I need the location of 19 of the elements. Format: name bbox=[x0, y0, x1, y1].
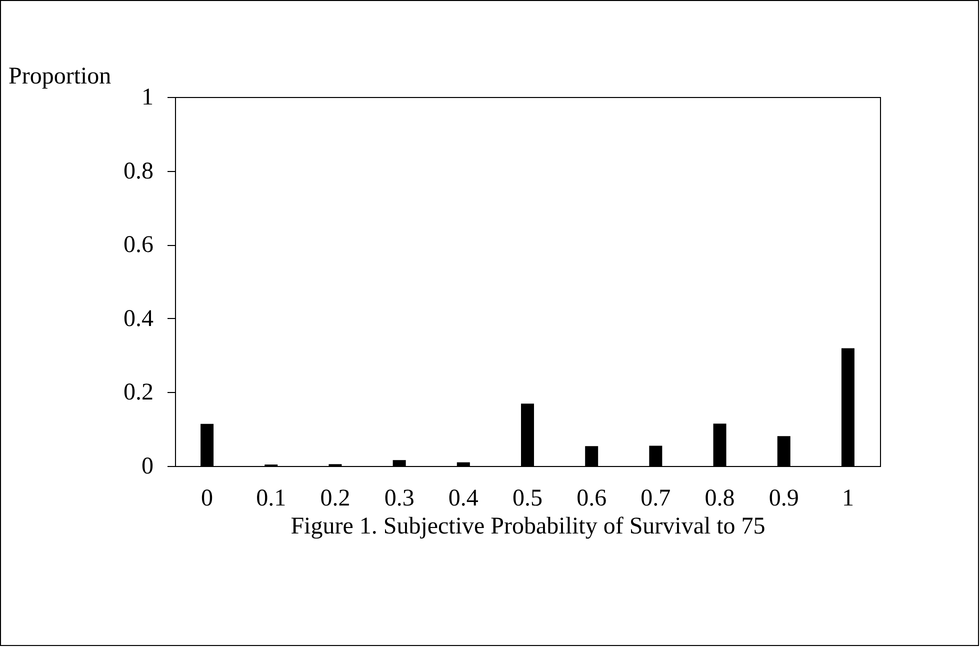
x-tick-label: 0.7 bbox=[640, 486, 671, 512]
x-tick-label: 1 bbox=[842, 486, 854, 512]
y-tick-label: 0.8 bbox=[124, 158, 154, 184]
y-axis-title: Proportion bbox=[8, 64, 112, 90]
x-tick-label: 0.5 bbox=[512, 486, 542, 512]
y-tick-label: 1 bbox=[142, 84, 154, 110]
y-tick-label: 0.4 bbox=[124, 306, 154, 332]
x-tick-label: 0.2 bbox=[320, 486, 350, 512]
x-axis-title: Figure 1. Subjective Probability of Survival to 75 bbox=[290, 514, 766, 540]
x-tick-label: 0.9 bbox=[768, 486, 799, 512]
x-tick-label: 0.3 bbox=[384, 486, 414, 512]
y-tick-label: 0 bbox=[142, 454, 154, 480]
x-tick-label: 0.8 bbox=[704, 486, 735, 512]
x-tick-label: 0.6 bbox=[576, 486, 607, 512]
y-tick-label: 0.6 bbox=[124, 232, 154, 258]
y-tick-label: 0.2 bbox=[124, 380, 154, 406]
x-tick-label: 0.4 bbox=[448, 486, 478, 512]
x-tick-label: 0 bbox=[201, 486, 214, 512]
x-tick-label: 0.1 bbox=[256, 486, 286, 512]
